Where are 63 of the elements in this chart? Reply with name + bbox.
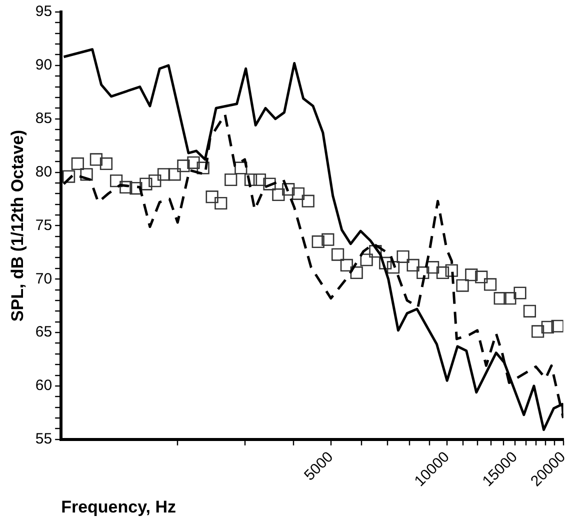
- point: [206, 190, 218, 204]
- point: [282, 183, 295, 196]
- point: [551, 320, 564, 332]
- point: [484, 278, 497, 291]
- point: [168, 168, 181, 181]
- point: [369, 245, 382, 258]
- point: [436, 266, 450, 280]
- point: [340, 258, 353, 272]
- point: [475, 270, 488, 284]
- point: [187, 156, 200, 169]
- y-tick-label: 80: [35, 163, 52, 180]
- point: [140, 178, 152, 190]
- point: [214, 196, 228, 210]
- point: [120, 180, 132, 194]
- point: [244, 173, 258, 186]
- point: [350, 266, 363, 280]
- point: [292, 187, 305, 200]
- point: [386, 261, 400, 274]
- y-tick-label: 85: [35, 110, 52, 127]
- point: [504, 292, 516, 305]
- point: [416, 266, 430, 280]
- point: [177, 160, 190, 172]
- point: [465, 268, 478, 282]
- point: [514, 286, 526, 300]
- point: [253, 173, 266, 186]
- point: [312, 235, 324, 248]
- point: [272, 188, 285, 202]
- y-tick-label: 65: [35, 324, 52, 341]
- point: [456, 279, 469, 292]
- point: [322, 233, 334, 246]
- point: [406, 258, 420, 272]
- point: [62, 170, 76, 183]
- y-tick-label: 55: [35, 430, 52, 448]
- point: [426, 261, 440, 274]
- point: [523, 304, 536, 318]
- y-tick-label: 75: [35, 216, 52, 234]
- point: [531, 325, 544, 338]
- y-axis-title: SPL, dB (1/12th Octave): [8, 130, 27, 322]
- point: [234, 162, 248, 174]
- point: [71, 157, 84, 170]
- point: [494, 292, 506, 305]
- point: [90, 153, 103, 166]
- y-tick-label: 60: [35, 377, 52, 394]
- point: [396, 250, 410, 263]
- point: [196, 162, 210, 174]
- x-axis-title: Frequency, Hz: [61, 497, 176, 516]
- point: [331, 248, 344, 261]
- point: [445, 264, 458, 277]
- y-tick-label: 90: [35, 56, 52, 74]
- point: [110, 174, 123, 188]
- point: [541, 320, 554, 334]
- point: [157, 168, 170, 181]
- y-tick-label: 70: [35, 270, 52, 288]
- point: [379, 256, 392, 270]
- point: [100, 157, 113, 170]
- point: [224, 173, 238, 186]
- point: [263, 178, 276, 190]
- point: [80, 168, 93, 181]
- point: [130, 182, 142, 195]
- point: [302, 194, 314, 208]
- point: [360, 254, 373, 266]
- y-tick-label: 95: [35, 3, 52, 20]
- point: [148, 174, 162, 188]
